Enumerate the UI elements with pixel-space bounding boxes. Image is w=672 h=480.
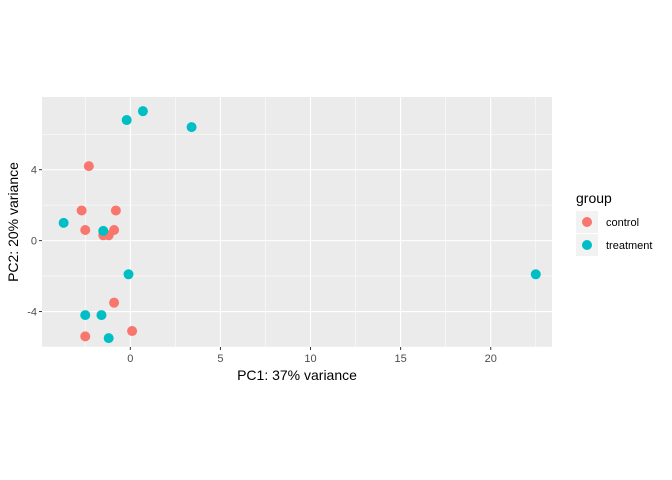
data-points [58,106,541,344]
x-tick-label: 0 [127,353,133,365]
panel-background [42,97,552,347]
y-tick-label: 4 [31,165,37,177]
x-tick-label: 20 [485,353,497,365]
point-treatment [123,269,134,280]
legend-label-treatment: treatment [606,240,652,252]
x-tick-label: 10 [304,353,316,365]
point-treatment [58,217,69,228]
point-treatment [121,115,132,126]
point-treatment [98,225,109,236]
point-treatment [530,269,541,280]
point-control [127,326,138,337]
point-treatment [137,106,148,117]
axes: 0 5 10 15 20 -4 0 4 [27,165,497,365]
point-treatment [80,310,91,321]
x-tick-label: 15 [394,353,406,365]
x-tick-label: 5 [217,353,223,365]
y-tick-label: 0 [31,236,37,248]
point-control [80,331,91,342]
point-control [110,205,121,216]
legend-label-control: control [606,217,639,229]
point-treatment [96,310,107,321]
y-tick-label: -4 [27,307,37,319]
x-axis-title: PC1: 37% variance [237,367,357,383]
legend: group control treatment [576,190,652,256]
major-grid [42,97,552,347]
legend-key-treatment [582,240,592,250]
legend-key-control [582,217,592,227]
point-treatment [186,122,197,133]
point-treatment [103,333,114,344]
y-axis-title: PC2: 20% variance [5,162,21,282]
point-control [109,297,120,308]
point-control [80,224,91,235]
legend-title: group [576,190,612,206]
point-control [76,205,87,216]
point-control [83,161,94,172]
